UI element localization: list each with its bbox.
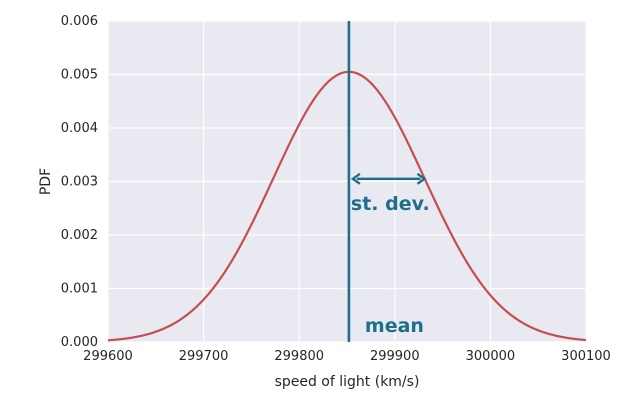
x-tick-label: 300100 [561, 349, 611, 364]
pdf-curve [107, 70, 587, 342]
x-tick-label: 300000 [466, 349, 516, 364]
x-tick-label: 299800 [274, 349, 324, 364]
y-tick-label: 0.006 [61, 14, 98, 29]
x-tick-labels: 299600 299700 299800 299900 300000 300100 [83, 349, 611, 364]
y-tick-label: 0.003 [61, 175, 98, 190]
y-tick-label: 0.001 [61, 282, 98, 297]
grid [107, 20, 587, 343]
mean-label: mean [365, 315, 424, 337]
stdev-arrow-head-left [350, 172, 361, 185]
y-tick-label: 0.004 [61, 121, 98, 136]
y-axis-label: PDF [38, 168, 54, 195]
y-tick-label: 0.002 [61, 228, 98, 243]
stdev-label: st. dev. [351, 193, 430, 215]
stdev-arrow-head-right [416, 172, 427, 185]
y-tick-label: 0.005 [61, 68, 98, 83]
stdev-arrow [350, 172, 427, 185]
y-tick-label: 0.000 [61, 335, 98, 350]
x-tick-label: 299700 [179, 349, 229, 364]
y-tick-labels: 0.000 0.001 0.002 0.003 0.004 0.005 0.006 [61, 14, 98, 350]
x-tick-label: 299600 [83, 349, 133, 364]
x-axis-label: speed of light (km/s) [275, 374, 420, 390]
x-tick-label: 299900 [370, 349, 420, 364]
